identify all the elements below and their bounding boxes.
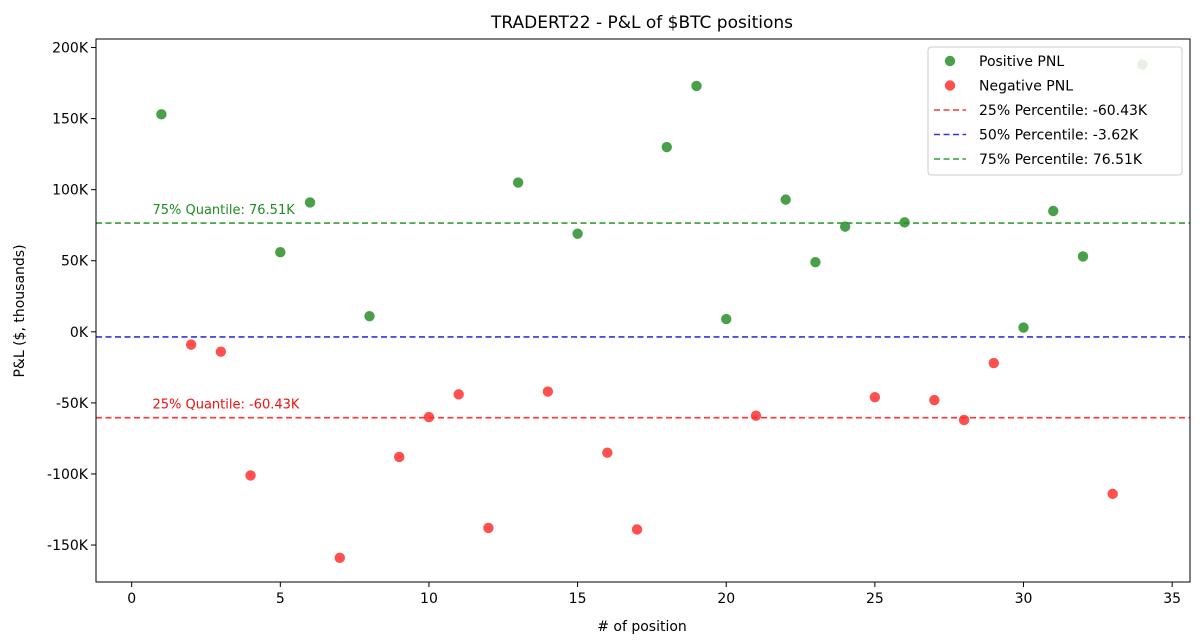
point-positive-12 [899,217,910,228]
point-positive-7 [691,80,702,92]
point-positive-11 [839,221,851,232]
point-positive-9 [780,194,791,205]
legend-label-4: 75% Percentile: 76.51K [979,152,1143,168]
legend-marker-0 [944,55,956,67]
y-tick-label-5: 100K [52,183,89,199]
legend-marker-1 [944,80,956,91]
point-positive-15 [1077,251,1089,262]
point-negative-11 [750,410,762,421]
quantile-annotation-1: 25% Quantile: -60.43K [152,398,299,413]
point-positive-0 [156,109,167,120]
y-tick-label-4: 50K [61,254,89,270]
point-negative-7 [483,522,494,534]
point-negative-1 [215,346,227,357]
x-axis: 0 5 10 15 20 25 30 35 [127,582,1181,607]
quantile-annotation-0: 75% Quantile: 76.51K [152,203,295,218]
point-positive-13 [1018,322,1029,333]
point-positive-8 [721,313,732,325]
point-negative-10 [631,524,643,535]
y-tick-label-7: 200K [52,41,89,57]
data-points [156,59,1148,564]
x-tick-label-5: 25 [866,591,884,607]
point-positive-2 [304,197,316,208]
point-negative-8 [542,386,554,397]
x-tick-label-6: 30 [1015,591,1033,607]
legend-label-1: Negative PNL [979,79,1073,95]
y-tick-label-6: 150K [52,112,89,128]
point-negative-3 [334,552,345,564]
point-negative-4 [394,451,405,463]
point-positive-6 [661,141,672,153]
y-tick-label-3: 0K [70,325,89,341]
point-positive-5 [572,228,583,239]
point-positive-3 [364,310,375,322]
legend-box [927,46,1183,176]
y-tick-label-1: -100K [47,467,89,483]
x-tick-label-0: 0 [127,591,136,607]
point-negative-14 [958,414,970,426]
point-negative-12 [869,392,881,403]
y-axis-label: P&L ($, thousands) [12,244,28,377]
point-positive-14 [1048,205,1059,217]
point-negative-15 [988,357,999,369]
reference-lines [96,222,1190,419]
point-positive-10 [810,256,821,268]
point-negative-2 [245,470,256,481]
legend-label-0: Positive PNL [979,54,1064,70]
x-tick-label-3: 15 [569,591,587,607]
x-tick-label-7: 35 [1163,591,1181,607]
quantile-annotations: 75% Quantile: 76.51K 25% Quantile: -60.43… [152,203,299,413]
y-tick-label-2: -50K [56,396,89,412]
point-negative-13 [929,394,940,406]
y-tick-label-0: -150K [47,538,89,554]
point-positive-4 [512,177,524,188]
point-negative-16 [1107,488,1118,500]
legend: Positive PNL Negative PNL 25% Percentile: … [927,46,1183,176]
point-negative-6 [453,389,464,400]
x-tick-label-4: 20 [717,591,735,607]
plot-frame [95,38,1191,583]
point-negative-0 [185,339,197,350]
point-positive-1 [275,247,286,258]
point-negative-9 [602,447,613,458]
x-tick-label-1: 5 [276,591,285,607]
legend-label-3: 50% Percentile: -3.62K [979,128,1139,144]
legend-label-2: 25% Percentile: -60.43K [979,103,1148,119]
point-negative-5 [423,411,435,423]
x-tick-label-2: 10 [420,591,438,607]
y-axis: -150K -100K -50K 0K 50K 100K 150K 200K [47,41,96,554]
x-axis-label: # of position [597,619,687,635]
chart-title: TRADERT22 - P&L of $BTC positions [490,13,793,33]
